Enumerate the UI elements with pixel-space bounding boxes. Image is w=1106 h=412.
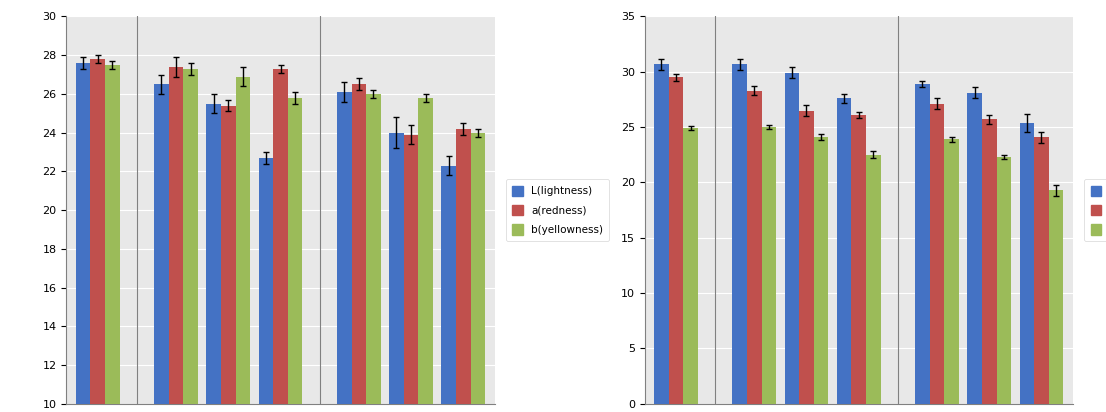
Bar [915, 84, 930, 404]
Bar [784, 73, 800, 404]
Bar [982, 119, 997, 404]
Bar [154, 84, 169, 404]
Legend: L(lightness), a(redness), b(yellowness): L(lightness), a(redness), b(yellowness) [1084, 179, 1106, 241]
Bar [207, 103, 221, 404]
Bar [945, 139, 959, 404]
Bar [105, 65, 119, 404]
Bar [273, 69, 288, 404]
Bar [76, 63, 91, 404]
Bar [288, 98, 302, 404]
Bar [1020, 123, 1034, 404]
Bar [800, 110, 814, 404]
Bar [1034, 137, 1048, 404]
Bar [471, 133, 486, 404]
Bar [968, 93, 982, 404]
Bar [221, 105, 236, 404]
Bar [747, 91, 762, 404]
Bar [814, 137, 828, 404]
Bar [852, 115, 866, 404]
Bar [732, 64, 747, 404]
Bar [352, 84, 366, 404]
Bar [866, 155, 880, 404]
Bar [389, 133, 404, 404]
Bar [668, 77, 684, 404]
Bar [456, 129, 471, 404]
Bar [236, 77, 250, 404]
Bar [366, 94, 380, 404]
Bar [337, 92, 352, 404]
Bar [91, 59, 105, 404]
Bar [404, 135, 418, 404]
Legend: L(lightness), a(redness), b(yellowness): L(lightness), a(redness), b(yellowness) [507, 179, 609, 241]
Bar [930, 104, 945, 404]
Bar [418, 98, 434, 404]
Bar [259, 158, 273, 404]
Bar [997, 157, 1011, 404]
Bar [654, 64, 668, 404]
Bar [837, 98, 852, 404]
Bar [762, 127, 776, 404]
Bar [441, 166, 456, 404]
Bar [184, 69, 198, 404]
Bar [1048, 190, 1063, 404]
Bar [169, 67, 184, 404]
Bar [684, 128, 698, 404]
